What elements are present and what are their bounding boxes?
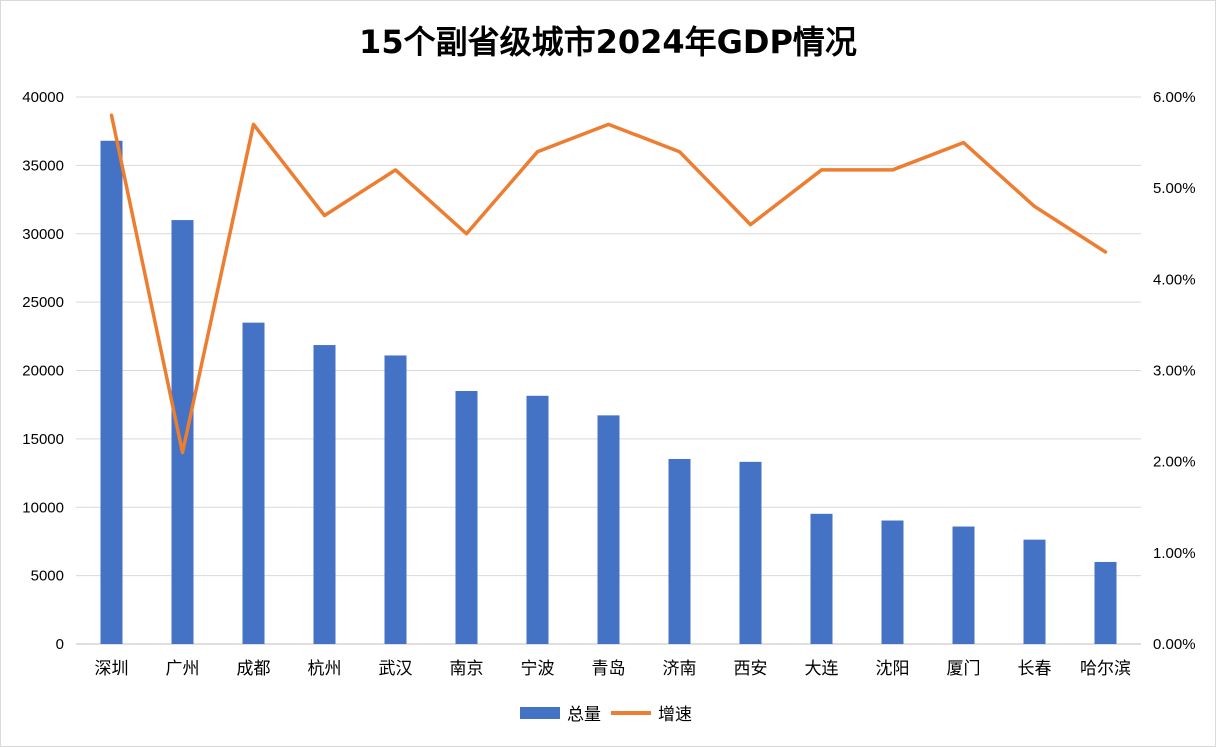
right-axis-tick-label: 6.00% (1153, 89, 1196, 106)
bar (668, 458, 691, 644)
category-axis-labels: 深圳 广州 成都 杭州 武汉 南京 宁波 青岛 济南 西安 大连 沈阳 厦门 长春 哈尔滨 (95, 659, 1132, 679)
legend-swatch-total (520, 707, 560, 719)
category-label: 杭州 (308, 659, 342, 679)
bar (384, 355, 407, 644)
right-axis-tick-label: 3.00% (1153, 363, 1196, 380)
bar (1023, 539, 1046, 644)
left-axis-tick-label: 15000 (22, 431, 64, 448)
category-label: 成都 (237, 659, 271, 679)
category-label: 济南 (663, 659, 697, 679)
left-axis-tick-label: 5000 (31, 568, 64, 585)
left-axis-tick-label: 10000 (22, 499, 64, 516)
bar (597, 415, 620, 644)
bar (171, 220, 194, 644)
bar (1094, 561, 1117, 644)
left-axis-tick-label: 0 (56, 636, 64, 653)
category-label: 厦门 (947, 659, 981, 679)
bar (881, 520, 904, 644)
right-axis-tick-label: 5.00% (1153, 180, 1196, 197)
category-label: 武汉 (379, 659, 413, 679)
legend-label-total: 总量 (567, 705, 601, 725)
right-axis-tick-label: 1.00% (1153, 545, 1196, 562)
chart-title: 15个副省级城市2024年GDP情况 (359, 23, 857, 61)
legend: 总量 增速 (520, 705, 692, 725)
growth-line (109, 113, 1108, 455)
left-axis-tick-label: 40000 (22, 89, 64, 106)
line-series-growth (109, 113, 1108, 455)
category-label: 大连 (805, 659, 839, 679)
left-axis-tick-label: 35000 (22, 157, 64, 174)
bar-series-total (100, 140, 1117, 644)
category-label: 宁波 (521, 659, 555, 679)
category-label: 沈阳 (876, 659, 910, 679)
category-label: 深圳 (95, 659, 129, 679)
left-axis-tick-label: 30000 (22, 226, 64, 243)
left-axis-ticks: 0 5000 10000 15000 20000 25000 30000 35000 40000 (22, 89, 64, 653)
category-label: 南京 (450, 659, 484, 679)
right-axis-tick-label: 4.00% (1153, 271, 1196, 288)
category-label: 长春 (1018, 659, 1052, 679)
bar (952, 526, 975, 644)
left-axis-tick-label: 20000 (22, 363, 64, 380)
bar (242, 322, 265, 644)
bar (526, 395, 549, 644)
right-axis-tick-label: 0.00% (1153, 636, 1196, 653)
category-label: 哈尔滨 (1080, 659, 1131, 679)
right-axis-tick-label: 2.00% (1153, 454, 1196, 471)
bar (455, 391, 478, 644)
bar (810, 513, 833, 644)
legend-label-growth: 增速 (658, 705, 692, 725)
category-label: 广州 (166, 659, 200, 679)
bar (100, 140, 123, 644)
bar (313, 345, 336, 644)
category-label: 青岛 (592, 659, 626, 679)
category-label: 西安 (734, 659, 768, 679)
right-axis-ticks: 0.00% 1.00% 2.00% 3.00% 4.00% 5.00% 6.00% (1153, 89, 1196, 653)
left-axis-tick-label: 25000 (22, 294, 64, 311)
bar (739, 461, 762, 644)
